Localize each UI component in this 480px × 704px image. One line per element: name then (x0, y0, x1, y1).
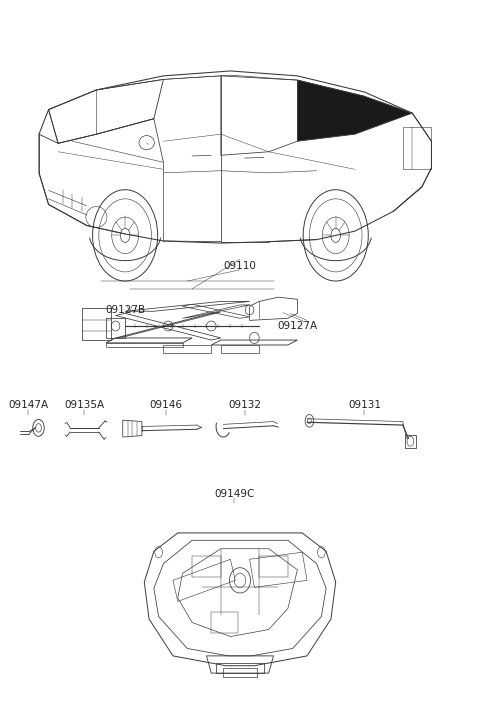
Bar (82, 308, 111, 340)
Text: 09127B: 09127B (105, 305, 145, 315)
Bar (405, 435, 416, 448)
Polygon shape (298, 80, 412, 142)
Bar (259, 555, 288, 577)
Text: 09135A: 09135A (64, 400, 105, 410)
Text: 09127A: 09127A (277, 321, 317, 331)
Text: 09110: 09110 (224, 261, 256, 271)
Bar (403, 127, 432, 170)
Text: 09132: 09132 (228, 400, 261, 410)
Text: 09131: 09131 (348, 400, 381, 410)
Text: 09146: 09146 (149, 400, 182, 410)
Bar (216, 662, 264, 673)
Bar (221, 345, 259, 353)
Text: 09149C: 09149C (214, 489, 254, 499)
Bar (163, 345, 211, 353)
Bar (192, 555, 221, 577)
Text: 09147A: 09147A (8, 400, 48, 410)
Bar (223, 668, 257, 677)
Bar (211, 612, 238, 633)
